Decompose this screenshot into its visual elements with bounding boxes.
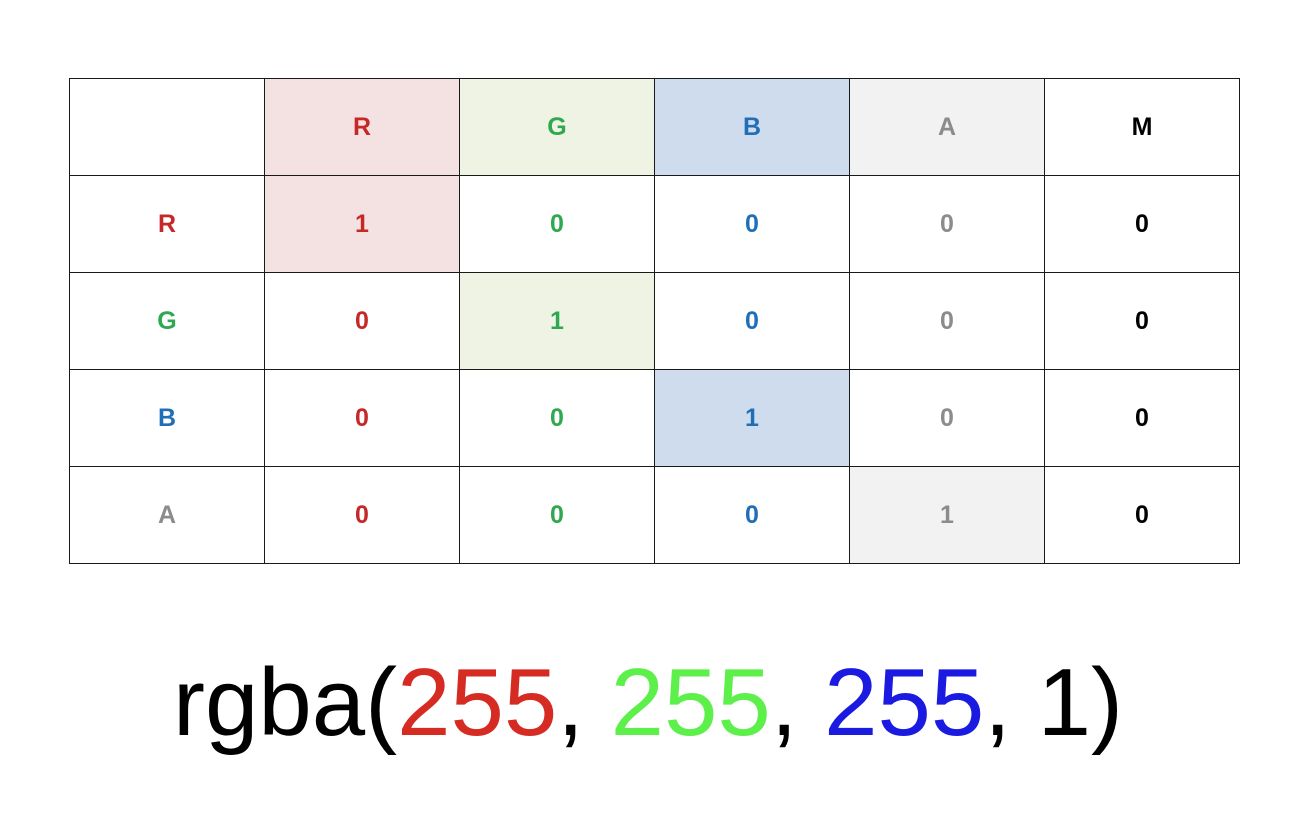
formula-suffix: )	[1091, 649, 1123, 756]
column-header-m: M	[1044, 78, 1240, 176]
column-header-r: R	[264, 78, 460, 176]
row-header-a: A	[69, 466, 265, 564]
cell-g-r: 0	[264, 272, 460, 370]
header-row: R G B A M	[69, 78, 1240, 176]
color-matrix-table: R G B A M R 1 0 0 0 0 G 0 1 0 0 0 B 0 0 …	[69, 78, 1240, 564]
cell-b-r: 0	[264, 369, 460, 467]
cell-a-b: 0	[654, 466, 850, 564]
cell-r-g: 0	[459, 175, 655, 273]
cell-a-m: 0	[1044, 466, 1240, 564]
cell-a-g: 0	[459, 466, 655, 564]
corner-cell	[69, 78, 265, 176]
column-header-a: A	[849, 78, 1045, 176]
cell-b-g: 0	[459, 369, 655, 467]
cell-g-m: 0	[1044, 272, 1240, 370]
formula-prefix: rgba(	[172, 649, 398, 756]
formula-separator: ,	[557, 649, 611, 756]
cell-r-a: 0	[849, 175, 1045, 273]
cell-r-b: 0	[654, 175, 850, 273]
cell-b-a: 0	[849, 369, 1045, 467]
cell-a-a: 1	[849, 466, 1045, 564]
column-header-g: G	[459, 78, 655, 176]
formula-blue-value: 255	[824, 649, 985, 756]
cell-b-m: 0	[1044, 369, 1240, 467]
cell-g-a: 0	[849, 272, 1045, 370]
row-header-g: G	[69, 272, 265, 370]
column-header-b: B	[654, 78, 850, 176]
rgba-formula: rgba(255, 255, 255, 1)	[0, 648, 1296, 758]
cell-r-m: 0	[1044, 175, 1240, 273]
formula-separator: ,	[984, 649, 1038, 756]
matrix-row-r: R 1 0 0 0 0	[69, 175, 1240, 273]
cell-b-b: 1	[654, 369, 850, 467]
cell-g-g: 1	[459, 272, 655, 370]
cell-r-r: 1	[264, 175, 460, 273]
row-header-b: B	[69, 369, 265, 467]
matrix-row-a: A 0 0 0 1 0	[69, 466, 1240, 564]
matrix-row-b: B 0 0 1 0 0	[69, 369, 1240, 467]
formula-alpha-value: 1	[1037, 649, 1092, 756]
matrix-row-g: G 0 1 0 0 0	[69, 272, 1240, 370]
row-header-r: R	[69, 175, 265, 273]
formula-green-value: 255	[610, 649, 771, 756]
formula-separator: ,	[770, 649, 825, 756]
formula-red-value: 255	[397, 649, 558, 756]
cell-a-r: 0	[264, 466, 460, 564]
cell-g-b: 0	[654, 272, 850, 370]
